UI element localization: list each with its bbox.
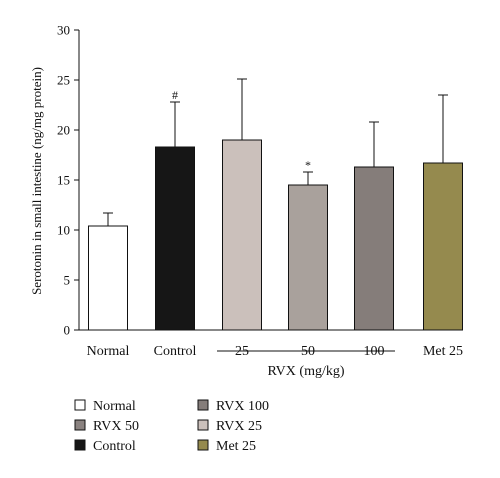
x-tick-label: Met 25 (423, 344, 463, 359)
significance-mark: # (172, 88, 178, 102)
significance-mark: * (305, 158, 311, 172)
y-tick-label: 15 (57, 173, 70, 188)
y-tick-label: 10 (57, 223, 70, 238)
bar-4 (354, 166, 394, 331)
y-tick-label: 30 (57, 23, 70, 38)
y-tick-label: 20 (57, 123, 70, 138)
bar-2 (222, 139, 262, 331)
legend-label: RVX 50 (93, 419, 139, 434)
legend-label: Met 25 (216, 439, 256, 454)
legend-swatch (74, 419, 86, 431)
legend: Normal RVX 50 Control RVX 100 RVX 25 Met 25 (74, 399, 269, 454)
legend-swatch (74, 439, 86, 451)
x-tick-label: Normal (87, 344, 130, 359)
y-tick-label: 25 (57, 73, 70, 88)
legend-swatch (197, 419, 209, 431)
legend-label: RVX 25 (216, 419, 262, 434)
legend-swatch (74, 399, 86, 411)
y-axis-label: Serotonin in small intestine (ng/mg prot… (29, 67, 44, 295)
rvx-group: RVX (mg/kg) (217, 350, 395, 379)
legend-swatch (197, 399, 209, 411)
bar-0 (88, 225, 128, 331)
legend-label: RVX 100 (216, 399, 269, 414)
bar-1 (155, 146, 195, 331)
x-tick-label: Control (154, 344, 197, 359)
legend-label: Control (93, 439, 136, 454)
axes: 0 5 10 15 20 25 30 (57, 23, 458, 338)
y-tick-label: 0 (64, 323, 71, 338)
rvx-group-label: RVX (mg/kg) (267, 364, 344, 379)
y-tick-label: 5 (64, 273, 71, 288)
bar-3 (288, 184, 328, 331)
bars: #* (88, 78, 463, 331)
legend-swatch (197, 439, 209, 451)
legend-label: Normal (93, 399, 136, 414)
bar-5 (423, 162, 463, 331)
